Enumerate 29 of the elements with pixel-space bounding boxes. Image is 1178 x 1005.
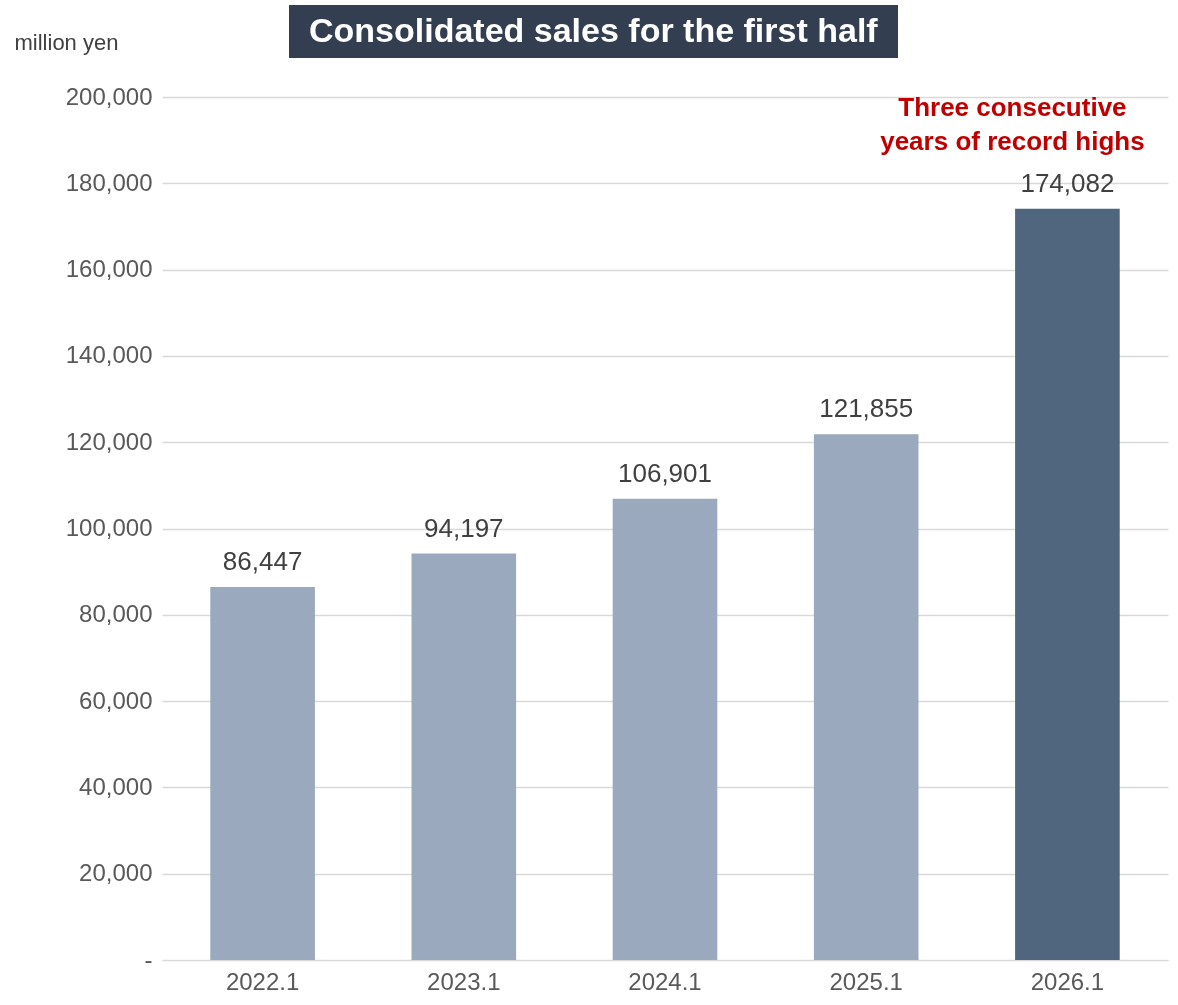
bar xyxy=(612,498,718,960)
data-label: 121,855 xyxy=(819,393,914,424)
y-tick-label: 160,000 xyxy=(65,255,153,283)
bar xyxy=(210,586,315,960)
y-tick-label: 20,000 xyxy=(79,859,153,887)
y-tick-label: 180,000 xyxy=(65,168,153,196)
bar xyxy=(1015,208,1120,960)
y-tick-label: 120,000 xyxy=(65,427,153,455)
data-label: 174,082 xyxy=(1020,167,1115,198)
x-tick-label: 2026.1 xyxy=(1030,967,1105,995)
x-tick-label: 2023.1 xyxy=(427,967,501,995)
x-tick-label: 2025.1 xyxy=(829,967,903,995)
data-label: 86,447 xyxy=(222,545,303,576)
y-tick-label: 140,000 xyxy=(65,341,153,369)
y-tick-label: 60,000 xyxy=(79,686,153,714)
y-tick-label: 40,000 xyxy=(79,772,153,800)
data-label: 106,901 xyxy=(618,457,712,488)
chart-title: Consolidated sales for the first half xyxy=(289,5,898,58)
y-tick-label: 200,000 xyxy=(65,82,153,110)
y-tick-label: 80,000 xyxy=(79,600,153,628)
data-label: 94,197 xyxy=(424,512,504,543)
x-tick-label: 2024.1 xyxy=(628,967,702,995)
bar xyxy=(411,553,517,960)
y-axis-title: million yen xyxy=(14,29,119,55)
bar xyxy=(813,434,919,960)
y-tick-label: - xyxy=(144,945,153,973)
x-tick-label: 2022.1 xyxy=(225,967,300,995)
annotation: Three consecutive years of record highs xyxy=(880,91,1145,156)
y-tick-label: 100,000 xyxy=(65,514,153,541)
